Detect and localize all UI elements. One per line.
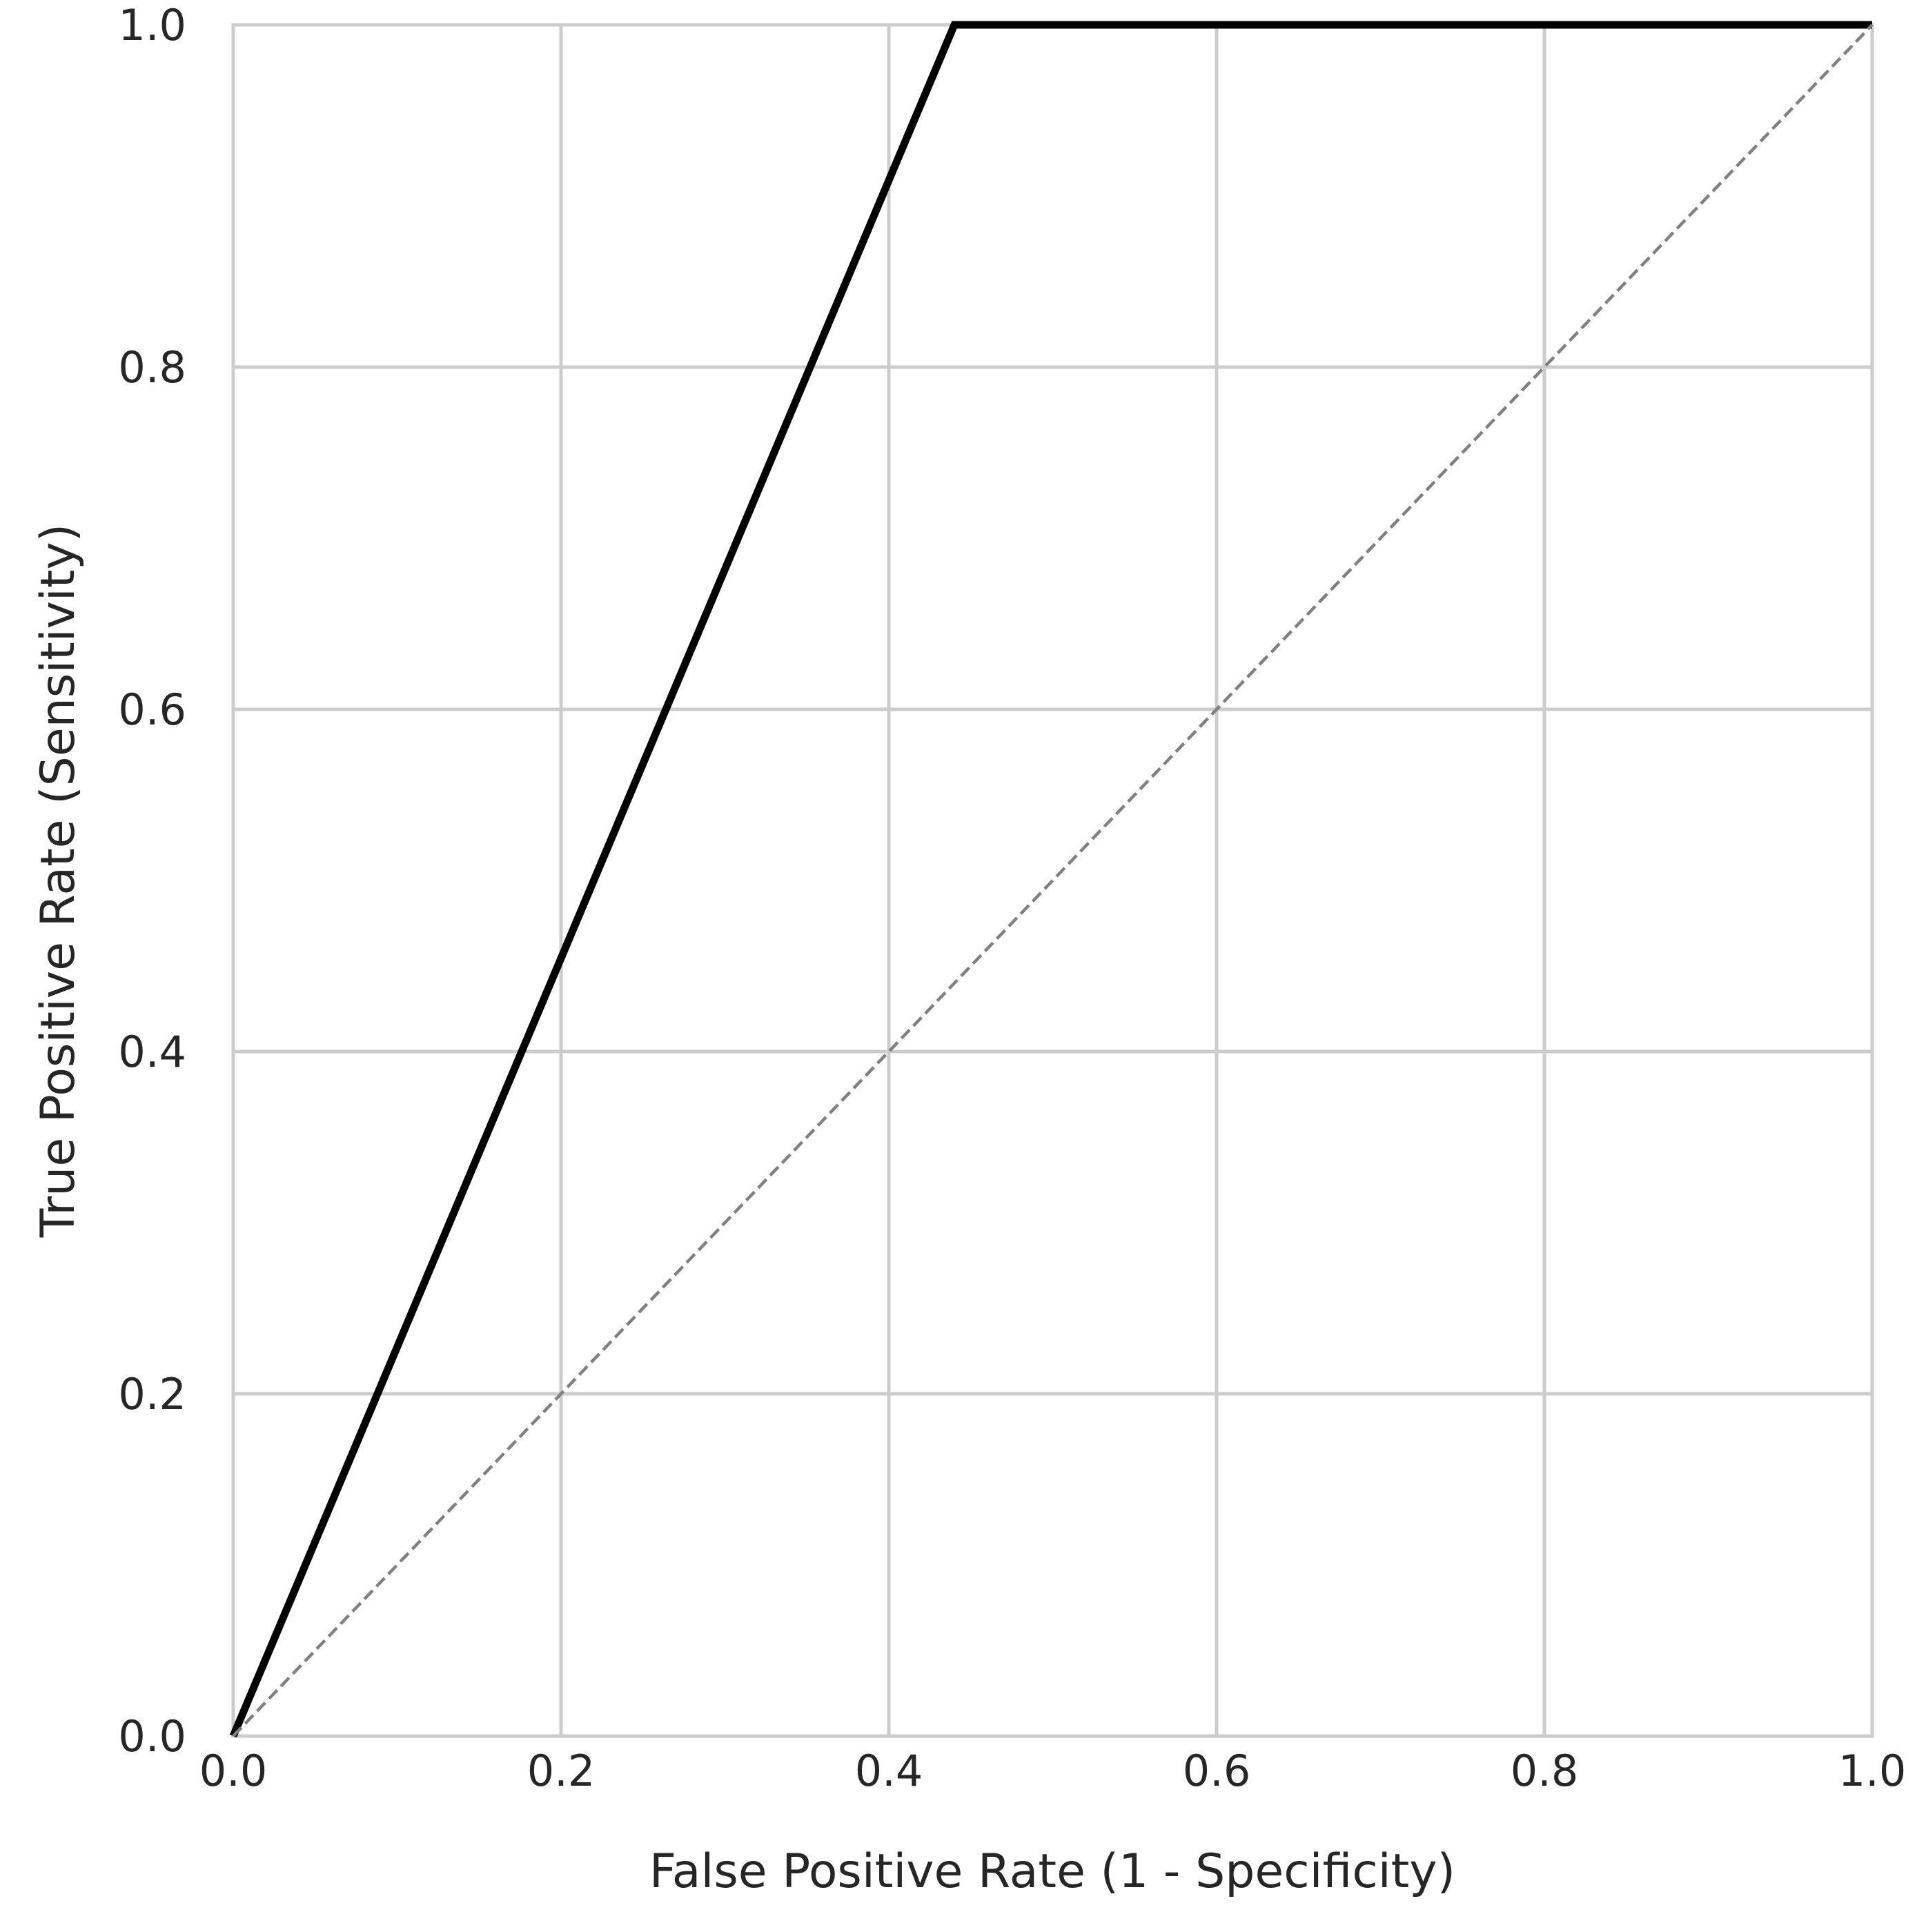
series-layer xyxy=(229,21,1874,1738)
y-axis-label: True Positive Rate (Sensitivity) xyxy=(31,524,86,1238)
x-tick-labels: 0.0 0.2 0.4 0.6 0.8 1.0 xyxy=(199,1746,1907,1796)
x-tick-label: 0.4 xyxy=(855,1746,923,1796)
y-tick-label: 0.4 xyxy=(118,1027,186,1077)
y-tick-label: 0.6 xyxy=(118,684,186,735)
x-tick-label: 0.0 xyxy=(199,1746,268,1796)
chance-diagonal-line xyxy=(232,23,1874,1737)
x-tick-label: 0.8 xyxy=(1511,1746,1579,1796)
x-tick-label: 0.2 xyxy=(527,1746,596,1796)
x-axis-label: False Positive Rate (1 - Specificity) xyxy=(649,1844,1455,1899)
y-tick-label: 0.0 xyxy=(118,1711,186,1762)
y-tick-label: 1.0 xyxy=(118,0,186,50)
x-tick-label: 0.6 xyxy=(1183,1746,1251,1796)
y-tick-label: 0.2 xyxy=(118,1369,186,1419)
y-tick-labels: 0.0 0.2 0.4 0.6 0.8 1.0 xyxy=(118,0,186,1762)
x-tick-label: 1.0 xyxy=(1838,1746,1907,1796)
roc-curve-line xyxy=(229,21,1872,1738)
y-tick-label: 0.8 xyxy=(118,342,186,393)
